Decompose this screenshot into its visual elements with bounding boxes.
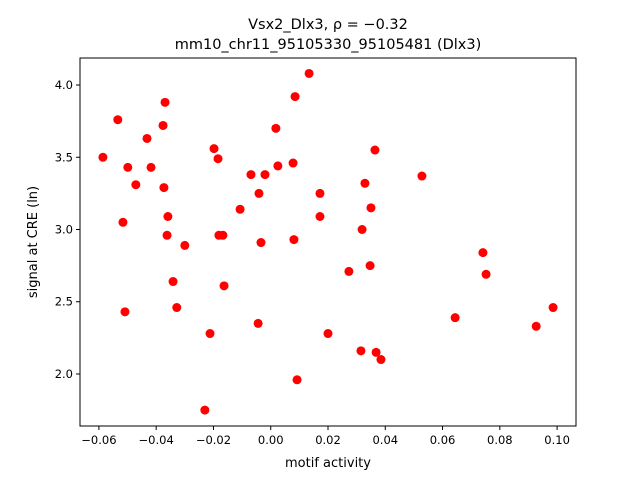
data-point: [357, 225, 367, 235]
chart-title-line2: mm10_chr11_95105330_95105481 (Dlx3): [175, 37, 482, 53]
data-point: [120, 307, 130, 317]
y-tick-label: 2.5: [55, 295, 73, 309]
data-point: [159, 183, 169, 193]
y-tick-label: 2.0: [55, 367, 73, 381]
data-point: [376, 355, 386, 365]
data-point: [168, 277, 178, 287]
x-tick-label: 0.06: [430, 433, 456, 447]
data-point: [200, 405, 210, 415]
data-point: [356, 346, 366, 356]
data-point: [160, 97, 170, 107]
x-tick-label: 0.02: [315, 433, 341, 447]
data-point: [271, 123, 281, 133]
data-point: [162, 230, 172, 240]
data-point: [172, 303, 182, 313]
data-point: [131, 180, 141, 190]
plot-frame: [79, 57, 577, 427]
chart-title-line1: Vsx2_Dlx3, ρ = −0.32: [248, 17, 408, 33]
data-point: [213, 154, 223, 164]
data-point: [481, 269, 491, 279]
data-point: [531, 321, 541, 331]
x-tick-label: 0.00: [258, 433, 284, 447]
x-tick-label: −0.04: [139, 433, 174, 447]
x-tick-label: −0.06: [81, 433, 116, 447]
y-tick-label: 3.0: [55, 223, 73, 237]
x-tick-label: 0.04: [372, 433, 398, 447]
data-point: [289, 235, 299, 245]
data-point: [158, 120, 168, 130]
data-point: [344, 266, 354, 276]
data-point: [123, 162, 133, 172]
data-point: [323, 329, 333, 339]
data-point: [256, 238, 266, 248]
data-point: [288, 158, 298, 168]
data-point: [273, 161, 283, 171]
data-point: [253, 318, 263, 328]
data-point: [146, 162, 156, 172]
data-point: [478, 248, 488, 258]
data-point: [118, 217, 128, 227]
x-axis-label: motif activity: [285, 456, 371, 471]
data-point: [219, 281, 229, 291]
data-point: [315, 188, 325, 198]
data-point: [450, 313, 460, 323]
data-point: [180, 240, 190, 250]
data-point: [235, 204, 245, 214]
data-point: [113, 115, 123, 125]
data-point: [254, 188, 264, 198]
data-point: [370, 145, 380, 155]
data-point: [365, 261, 375, 271]
y-axis-label: signal at CRE (ln): [26, 186, 41, 298]
data-point: [163, 211, 173, 221]
y-tick-label: 4.0: [55, 78, 73, 92]
y-tick-label: 3.5: [55, 150, 73, 164]
data-point: [315, 211, 325, 221]
data-point: [209, 144, 219, 154]
data-point: [246, 170, 256, 180]
data-point: [360, 178, 370, 188]
data-point: [142, 133, 152, 143]
x-tick-label: 0.08: [487, 433, 513, 447]
data-point: [98, 152, 108, 162]
data-point: [260, 170, 270, 180]
data-point: [366, 203, 376, 213]
x-tick-label: 0.10: [544, 433, 570, 447]
data-point: [205, 329, 215, 339]
data-point: [218, 230, 228, 240]
x-tick-label: −0.02: [196, 433, 231, 447]
data-point: [290, 92, 300, 102]
data-point: [417, 171, 427, 181]
data-point: [292, 375, 302, 385]
data-point: [371, 347, 381, 357]
data-point: [304, 68, 314, 78]
data-point: [548, 303, 558, 313]
